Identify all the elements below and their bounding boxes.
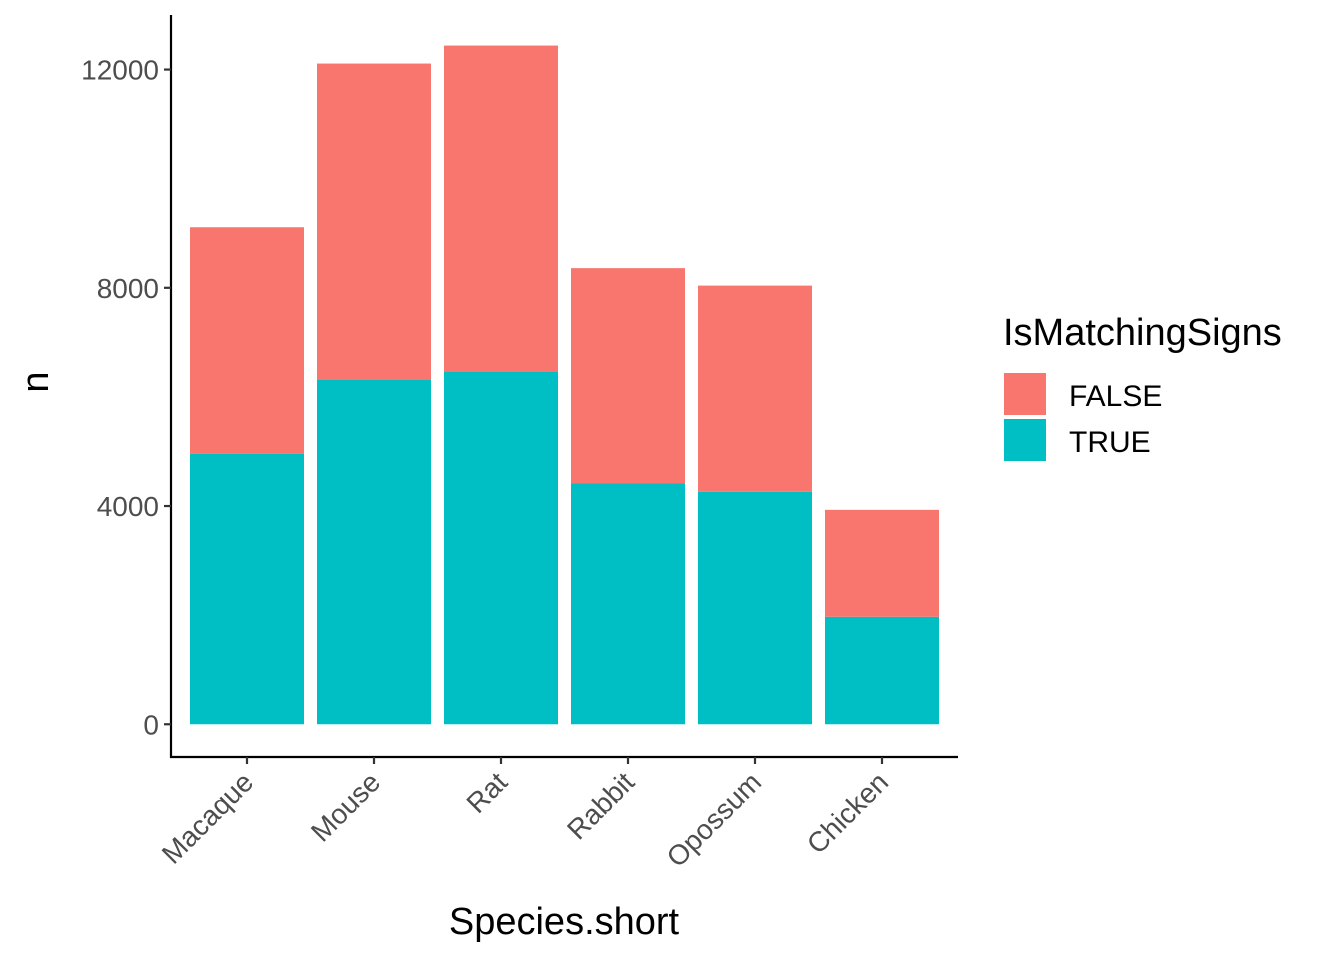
bar-opossum-false <box>698 285 812 492</box>
bar-mouse-true <box>317 379 431 725</box>
bar-rabbit-true <box>571 483 685 725</box>
legend-label-false: FALSE <box>1069 380 1162 413</box>
y-axis-title: n <box>15 371 57 392</box>
y-tick-label-12000: 12000 <box>81 55 159 86</box>
bar-rabbit-false <box>571 268 685 484</box>
legend-label-true: TRUE <box>1069 426 1151 459</box>
legend: IsMatchingSigns FALSE TRUE <box>1003 312 1282 461</box>
bar-opossum-true <box>698 491 812 725</box>
bar-chicken-false <box>825 509 939 617</box>
x-tick-label-rabbit: Rabbit <box>561 766 640 845</box>
x-tick-label-mouse: Mouse <box>305 766 386 847</box>
y-tick-label-0: 0 <box>143 709 159 740</box>
y-axis-ticks: 0 4000 8000 12000 <box>81 55 171 740</box>
x-tick-label-opossum: Opossum <box>661 766 768 873</box>
bar-chicken-true <box>825 616 939 725</box>
legend-swatch-false <box>1004 373 1046 415</box>
bar-mouse-false <box>317 63 431 380</box>
x-tick-label-rat: Rat <box>461 766 514 819</box>
bar-rat-false <box>444 45 558 372</box>
bar-macaque-true <box>190 453 304 725</box>
x-axis-ticks: Macaque Mouse Rat Rabbit Opossum Chicken <box>156 757 894 873</box>
bar-rat-true <box>444 371 558 725</box>
bars-layer <box>190 45 939 725</box>
y-tick-label-4000: 4000 <box>97 491 159 522</box>
legend-swatch-true <box>1004 419 1046 461</box>
x-axis-title: Species.short <box>449 901 680 943</box>
x-tick-label-macaque: Macaque <box>156 766 259 869</box>
bar-macaque-false <box>190 227 304 454</box>
x-tick-label-chicken: Chicken <box>801 766 894 859</box>
y-tick-label-8000: 8000 <box>97 273 159 304</box>
legend-title: IsMatchingSigns <box>1003 312 1282 354</box>
